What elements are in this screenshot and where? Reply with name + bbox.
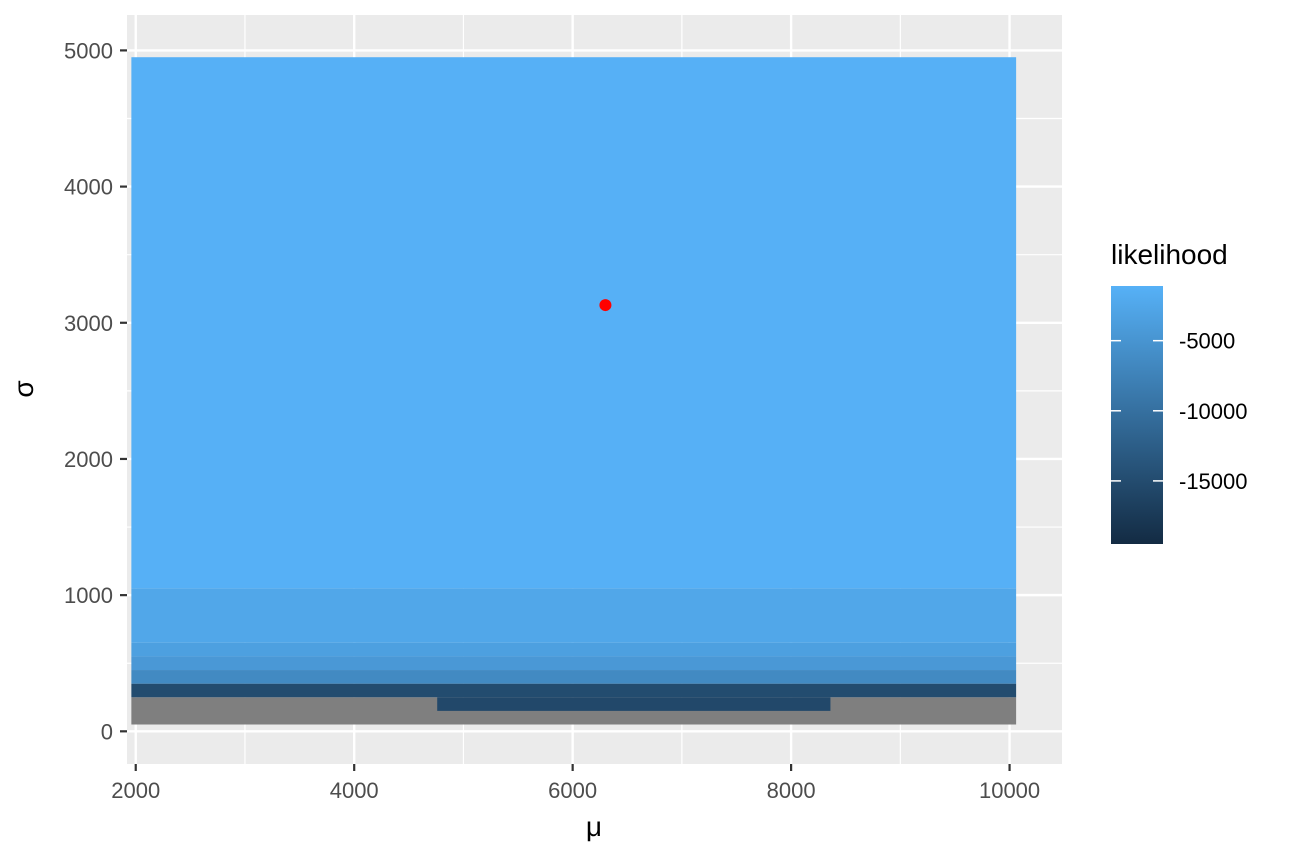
mle-point xyxy=(599,299,612,312)
heatmap-tile xyxy=(131,670,1017,684)
x-axis: 2000 4000 6000 8000 10000 xyxy=(111,764,1040,803)
x-tick-label: 8000 xyxy=(767,778,816,803)
y-tick-label: 0 xyxy=(101,719,113,744)
heatmap-tile xyxy=(131,656,1017,671)
legend-label: -15000 xyxy=(1179,469,1248,494)
y-tick-label: 3000 xyxy=(64,311,113,336)
y-tick-label: 4000 xyxy=(64,175,113,200)
heatmap-tile xyxy=(437,697,831,711)
y-tick-label: 5000 xyxy=(64,38,113,63)
legend-colorbar xyxy=(1111,286,1163,544)
heatmap-tile xyxy=(131,642,1017,657)
y-tick-label: 1000 xyxy=(64,583,113,608)
x-tick-label: 6000 xyxy=(548,778,597,803)
legend: likelihood -5000 -10000 -15000 xyxy=(1111,239,1248,544)
mle-points xyxy=(599,299,612,312)
y-axis-title: σ xyxy=(8,380,39,397)
legend-title: likelihood xyxy=(1111,239,1228,270)
heatmap-tile xyxy=(131,588,1017,643)
x-tick-label: 10000 xyxy=(979,778,1040,803)
heatmap-tile xyxy=(131,683,1017,698)
x-tick-label: 4000 xyxy=(330,778,379,803)
y-axis: 0 1000 2000 3000 4000 5000 xyxy=(64,38,127,744)
heatmap-tiles xyxy=(131,57,1017,725)
legend-ticks: -5000 -10000 -15000 xyxy=(1111,329,1248,494)
x-tick-label: 2000 xyxy=(111,778,160,803)
heatmap-tile xyxy=(131,57,1017,589)
x-axis-title: μ xyxy=(586,811,602,842)
legend-label: -5000 xyxy=(1179,329,1235,354)
legend-label: -10000 xyxy=(1179,399,1248,424)
y-tick-label: 2000 xyxy=(64,447,113,472)
